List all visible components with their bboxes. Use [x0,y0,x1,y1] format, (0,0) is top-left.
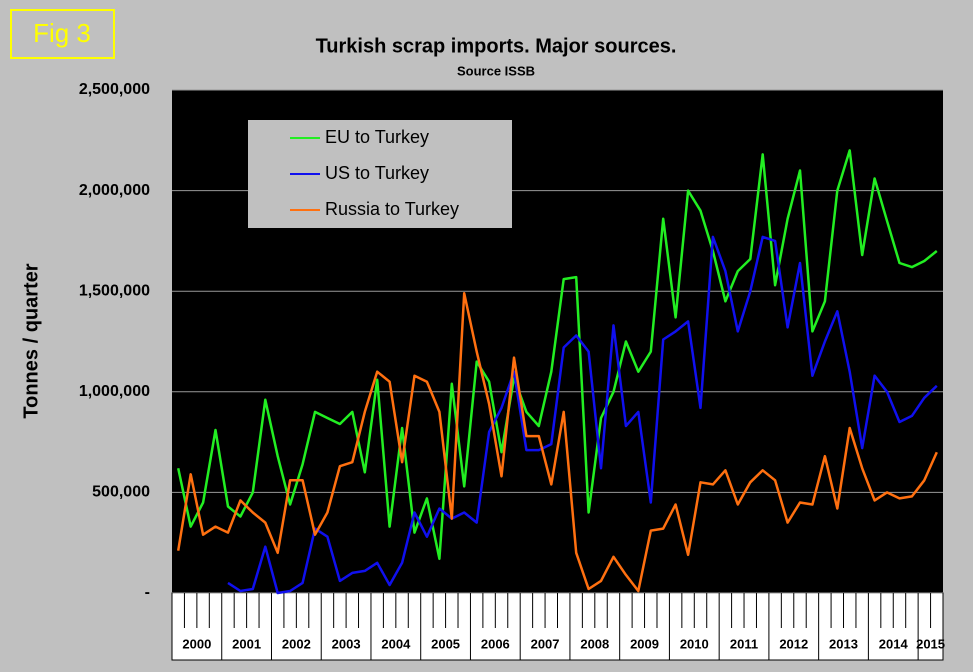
figure-label-box [10,9,115,59]
x-tick-label: 2002 [282,636,311,651]
x-tick-label: 2001 [232,636,261,651]
x-tick-label: 2015 [916,636,945,651]
x-tick-label: 2003 [332,636,361,651]
chart-title: Turkish scrap imports. Major sources. [316,35,677,57]
figure-label: Fig 3 [33,18,91,48]
data-line [227,235,938,595]
x-tick-label: 2011 [730,636,758,651]
x-tick-label: 2007 [531,636,560,651]
data-line [176,291,938,593]
legend-label: EU to Turkey [325,127,429,147]
y-tick-label: - [145,584,150,601]
x-tick-label: 2010 [680,636,709,651]
x-tick-label: 2013 [829,636,858,651]
x-tick-label: 2000 [182,636,211,651]
x-tick-label: 2006 [481,636,510,651]
x-tick-label: 2004 [381,636,411,651]
legend-label: US to Turkey [325,163,429,183]
y-tick-label: 2,000,000 [79,182,150,199]
chart-subtitle: Source ISSB [457,63,535,78]
x-tick-label: 2009 [630,636,659,651]
y-tick-label: 1,000,000 [79,383,150,400]
y-tick-label: 1,500,000 [79,282,150,299]
legend-label: Russia to Turkey [325,199,459,219]
x-tick-label: 2012 [779,636,808,651]
data-line [176,149,938,561]
y-tick-label: 2,500,000 [79,81,150,98]
y-axis-label: Tonnes / quarter [20,263,42,418]
x-tick-label: 2008 [580,636,609,651]
y-tick-label: 500,000 [92,484,150,501]
x-tick-label: 2005 [431,636,460,651]
x-tick-label: 2014 [879,636,909,651]
